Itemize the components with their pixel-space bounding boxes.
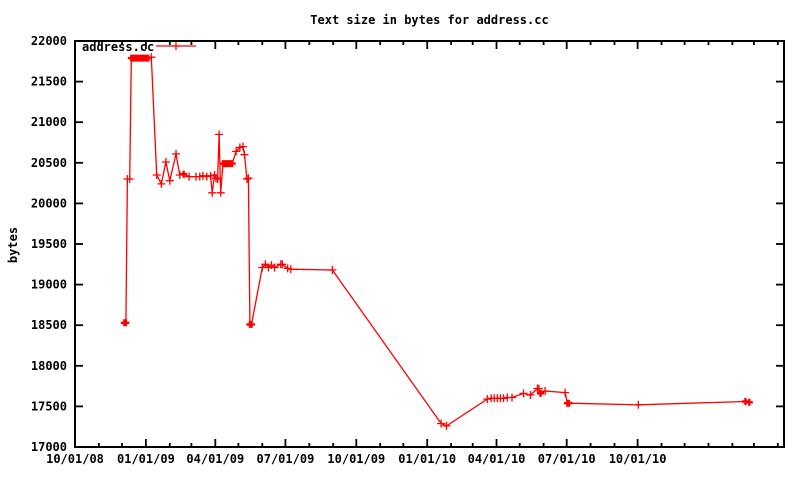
plot-border: [74, 40, 785, 448]
legend-label: address.cc: [82, 40, 154, 54]
series-line-address.cc: [124, 56, 750, 427]
svg-text:01/01/09: 01/01/09: [117, 452, 175, 466]
svg-text:21500: 21500: [31, 75, 67, 89]
svg-text:04/01/10: 04/01/10: [468, 452, 526, 466]
svg-text:20500: 20500: [31, 156, 67, 170]
legend-sample-marker: [172, 42, 180, 50]
svg-text:19500: 19500: [31, 237, 67, 251]
x-axis-ticks: [74, 41, 779, 447]
x-axis-tick-labels: 10/01/08 01/01/09 04/01/09 07/01/09 10/01/09…: [46, 452, 666, 466]
svg-text:18500: 18500: [31, 318, 67, 332]
chart-title: Text size in bytes for address.cc: [310, 13, 549, 27]
svg-text:18000: 18000: [31, 359, 67, 373]
svg-text:19000: 19000: [31, 278, 67, 292]
svg-text:10/01/10: 10/01/10: [609, 452, 667, 466]
svg-text:21000: 21000: [31, 115, 67, 129]
svg-text:07/01/09: 07/01/09: [257, 452, 315, 466]
series-markers-address.cc: [123, 53, 643, 430]
svg-text:10/01/09: 10/01/09: [327, 452, 385, 466]
svg-text:04/01/09: 04/01/09: [186, 452, 244, 466]
svg-text:20000: 20000: [31, 196, 67, 210]
svg-text:17000: 17000: [31, 440, 67, 454]
y-axis-ticks: [75, 40, 784, 448]
series-markers-bold-address.cc: [120, 54, 753, 407]
svg-text:17500: 17500: [31, 399, 67, 413]
y-axis-tick-labels: 17000 17500 18000 18500 19000 19500 20000 20500…: [31, 34, 67, 454]
svg-text:01/01/10: 01/01/10: [398, 452, 456, 466]
svg-text:07/01/10: 07/01/10: [538, 452, 596, 466]
svg-text:22000: 22000: [31, 34, 67, 48]
svg-text:10/01/08: 10/01/08: [46, 452, 104, 466]
legend-entry: address.cc: [82, 40, 196, 54]
